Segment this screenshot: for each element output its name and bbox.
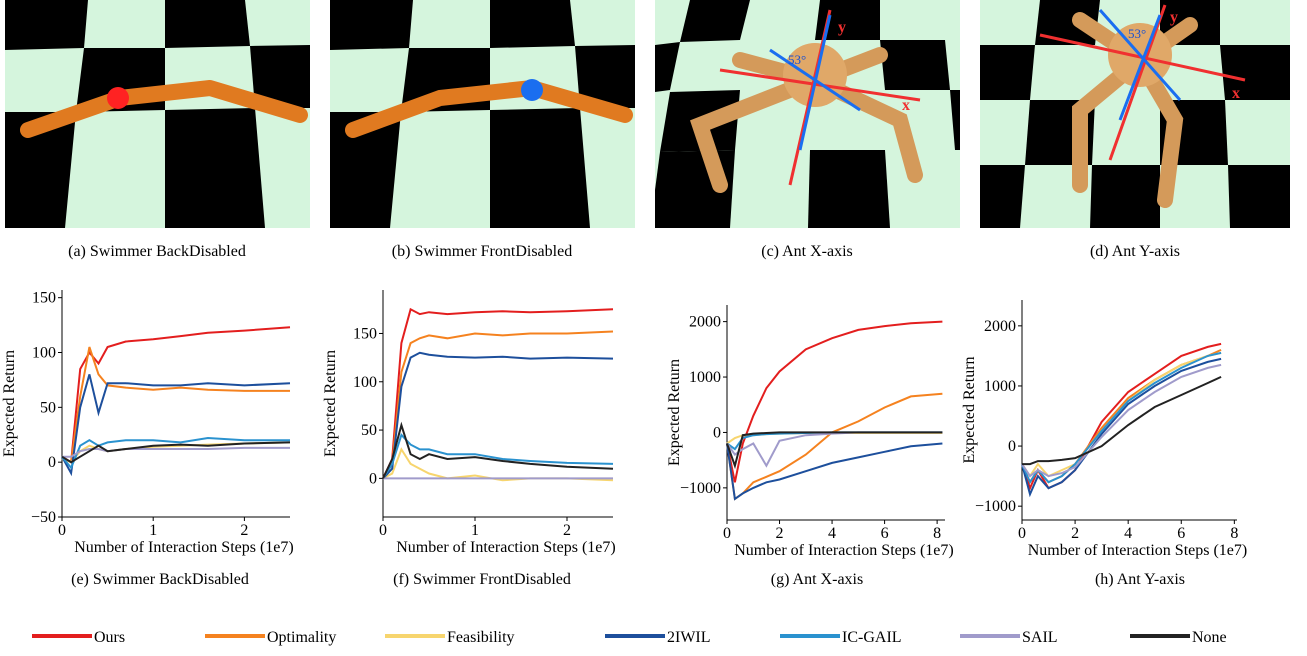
x-axis-label: Number of Interaction Steps (1e7)	[1028, 542, 1247, 559]
series-line	[382, 447, 614, 482]
x-axis-label: Number of Interaction Steps (1e7)	[734, 542, 953, 559]
y-axis-label: Expected Return	[1, 350, 18, 457]
x-tick-label: 0	[723, 525, 731, 542]
render-swimmer-front	[330, 0, 635, 228]
annotation: 53°	[1128, 26, 1146, 41]
series-line	[382, 421, 614, 479]
render-swimmer-back	[5, 0, 310, 228]
y-tick-label: −1000	[680, 480, 721, 497]
x-tick-label: 2	[240, 522, 248, 539]
y-tick-label: 1000	[984, 378, 1016, 395]
x-tick-label: 2	[563, 522, 571, 539]
x-tick-label: 6	[881, 525, 889, 542]
y-tick-label: 150	[353, 325, 377, 342]
render-ant-x: 53° x y	[655, 0, 960, 228]
series-line	[382, 351, 614, 480]
x-tick-label: 0	[379, 522, 387, 539]
x-tick-label: 0	[1018, 525, 1026, 542]
y-tick-label: 2000	[984, 318, 1016, 335]
x-tick-label: 0	[58, 522, 66, 539]
x-tick-label: 1	[149, 522, 157, 539]
legend-label: Feasibility	[447, 629, 515, 646]
annotation: y	[838, 19, 846, 36]
legend-label: SAIL	[1022, 629, 1058, 646]
caption: (d) Ant Y-axis	[1090, 243, 1180, 260]
y-tick-label: 150	[32, 290, 56, 307]
legend-label: 2IWIL	[667, 629, 711, 646]
legend-label: Ours	[94, 629, 125, 646]
caption: (h) Ant Y-axis	[1095, 571, 1185, 588]
series-line	[726, 431, 943, 470]
series-line	[382, 432, 614, 479]
x-tick-label: 2	[776, 525, 784, 542]
series-line	[62, 446, 290, 458]
series-line	[382, 307, 614, 479]
series-line	[61, 441, 291, 464]
series-line	[61, 326, 291, 464]
annotation: 53°	[788, 52, 806, 67]
series-line	[61, 436, 290, 470]
annotation: y	[1170, 9, 1178, 26]
series-line	[726, 320, 943, 483]
caption: (b) Swimmer FrontDisabled	[392, 243, 572, 260]
y-tick-label: 2000	[689, 314, 721, 331]
x-axis-label: Number of Interaction Steps (1e7)	[396, 539, 615, 556]
y-axis-label: Expected Return	[666, 359, 683, 466]
x-tick-label: 4	[1124, 525, 1132, 542]
caption: (e) Swimmer BackDisabled	[71, 571, 249, 588]
series-line	[726, 442, 943, 501]
series-line	[61, 374, 291, 477]
annotation: x	[1232, 85, 1240, 102]
y-tick-label: 100	[353, 374, 377, 391]
y-axis-label: Expected Return	[322, 350, 339, 457]
legend-label: Optimality	[267, 629, 336, 646]
x-axis-label: Number of Interaction Steps (1e7)	[74, 539, 293, 556]
y-tick-label: 0	[48, 454, 56, 471]
caption: (a) Swimmer BackDisabled	[68, 243, 246, 260]
x-tick-label: 1	[471, 522, 479, 539]
y-tick-label: 1000	[689, 369, 721, 386]
y-tick-label: −1000	[975, 498, 1016, 515]
x-tick-label: 8	[1230, 525, 1238, 542]
y-tick-label: 0	[1008, 438, 1016, 455]
series-line	[1022, 375, 1222, 466]
x-tick-label: 8	[933, 525, 941, 542]
y-tick-label: 50	[40, 399, 56, 416]
x-tick-label: 2	[1071, 525, 1079, 542]
series-line	[61, 346, 290, 464]
render-ant-y: 53° x y	[980, 0, 1290, 228]
legend-label: None	[1192, 629, 1227, 646]
caption: (f) Swimmer FrontDisabled	[393, 571, 571, 588]
series-line	[1021, 351, 1222, 478]
x-tick-label: 4	[828, 525, 836, 542]
y-tick-label: 50	[361, 422, 377, 439]
caption: (g) Ant X-axis	[771, 571, 863, 588]
legend-label: IC-GAIL	[842, 629, 902, 646]
annotation: x	[902, 97, 910, 114]
y-axis-label: Expected Return	[961, 356, 978, 463]
series-line	[726, 431, 943, 468]
y-tick-label: 0	[369, 470, 377, 487]
y-tick-label: 0	[713, 424, 721, 441]
y-tick-label: 100	[32, 345, 56, 362]
series-line	[1021, 363, 1222, 478]
y-tick-label: −50	[31, 509, 56, 526]
x-tick-label: 6	[1177, 525, 1185, 542]
series-line	[382, 330, 614, 479]
caption: (c) Ant X-axis	[761, 243, 853, 260]
